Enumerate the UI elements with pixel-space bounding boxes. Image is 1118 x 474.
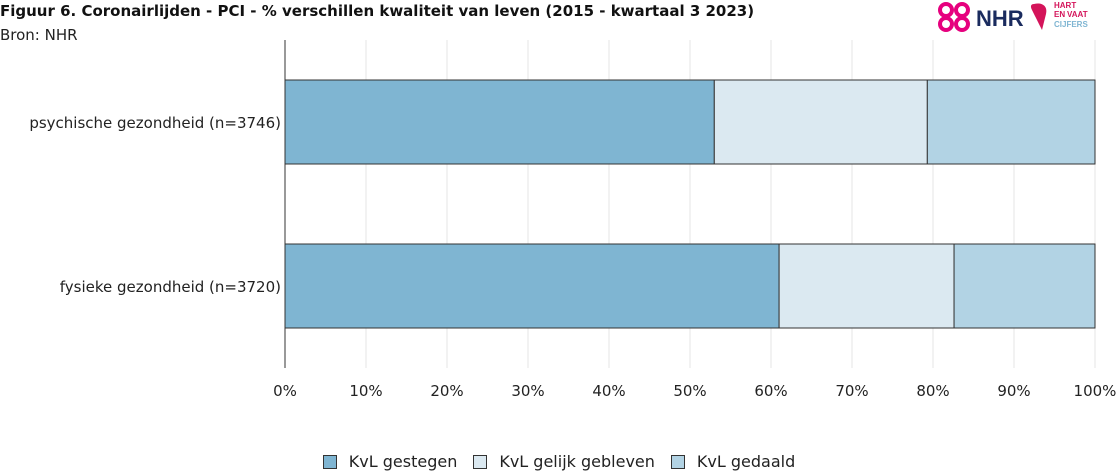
x-tick-label: 40% <box>592 382 625 400</box>
category-label: psychische gezondheid (n=3746) <box>29 114 281 132</box>
x-tick-label: 90% <box>997 382 1030 400</box>
legend-item: KvL gedaald <box>670 452 796 471</box>
bar-segment <box>953 243 1096 329</box>
en-text: EN <box>1054 10 1065 19</box>
nhr-logo-text: NHR <box>976 6 1024 31</box>
legend-label: KvL gelijk gebleven <box>499 452 655 471</box>
bar-segment <box>926 79 1096 165</box>
bar-segment <box>284 79 715 165</box>
x-tick-label: 10% <box>349 382 382 400</box>
x-tick-label: 80% <box>916 382 949 400</box>
cijfers-text: CIJFERS <box>1054 20 1088 29</box>
category-label: fysieke gezondheid (n=3720) <box>60 278 281 296</box>
x-tick-label: 20% <box>430 382 463 400</box>
chart-source: Bron: NHR <box>0 26 78 44</box>
vaat-text: VAAT <box>1067 10 1088 19</box>
x-tick-label: 70% <box>835 382 868 400</box>
x-tick-labels: 0% 10% 20% 30% 40% 50% 60% 70% 80% 90% 100% <box>273 382 1116 400</box>
nhr-knot-icon <box>938 2 970 32</box>
x-tick-label: 50% <box>673 382 706 400</box>
legend-item: KvL gelijk gebleven <box>473 452 655 471</box>
heart-vein-icon <box>1030 3 1047 31</box>
legend: KvL gestegen KvL gelijk gebleven KvL gedaa… <box>0 452 1118 471</box>
x-tick-label: 30% <box>511 382 544 400</box>
legend-label: KvL gestegen <box>348 452 458 471</box>
x-tick-label: 60% <box>754 382 787 400</box>
x-tick-label: 100% <box>1074 382 1117 400</box>
bar-segment <box>778 243 955 329</box>
legend-swatch <box>473 454 488 469</box>
category-labels: psychische gezondheid (n=3746) fysieke ge… <box>29 114 281 296</box>
x-tick-label: 0% <box>273 382 297 400</box>
legend-swatch <box>670 454 685 469</box>
legend-label: KvL gedaald <box>696 452 796 471</box>
hart-text: HART <box>1054 1 1076 10</box>
legend-swatch <box>322 454 337 469</box>
bars <box>284 79 1096 329</box>
legend-item: KvL gestegen <box>322 452 458 471</box>
bar-segment <box>713 79 928 165</box>
bar-segment <box>284 243 780 329</box>
nhr-logo: NHR HART EN VAAT CIJFERS <box>938 1 1088 32</box>
chart-title: Figuur 6. Coronairlijden - PCI - % versc… <box>0 2 755 20</box>
